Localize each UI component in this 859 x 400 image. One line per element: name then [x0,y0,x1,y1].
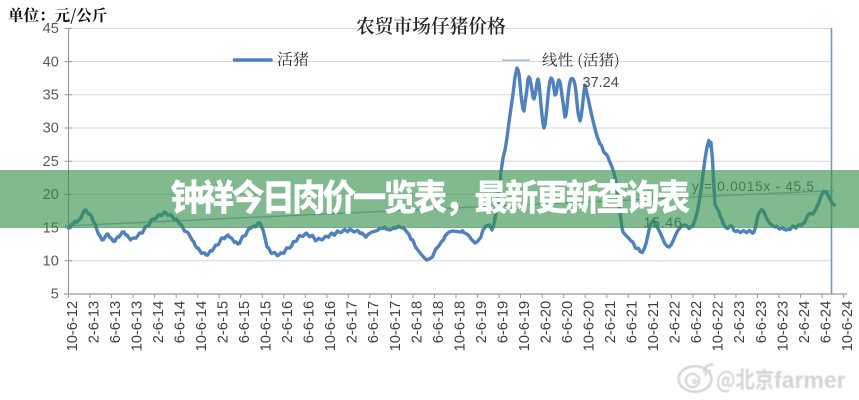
svg-text:2-6-20: 2-6-20 [539,301,555,343]
svg-text:10-6-13: 10-6-13 [129,301,145,352]
svg-text:5: 5 [51,287,59,303]
svg-text:6-6-18: 6-6-18 [431,301,447,343]
svg-text:6-6-14: 6-6-14 [173,301,189,343]
svg-text:2-6-18: 2-6-18 [409,301,425,343]
svg-text:10-6-19: 10-6-19 [517,301,533,352]
svg-text:6-6-24: 6-6-24 [818,301,834,343]
svg-text:37.24: 37.24 [583,75,619,91]
svg-text:10-6-24: 10-6-24 [840,301,856,352]
svg-text:10-6-15: 10-6-15 [259,301,275,352]
svg-text:2-6-21: 2-6-21 [603,301,619,343]
svg-text:6-6-21: 6-6-21 [625,301,641,343]
svg-text:10-6-14: 10-6-14 [194,301,210,352]
svg-text:6-6-13: 6-6-13 [108,301,124,343]
svg-text:2-6-16: 2-6-16 [280,301,296,343]
svg-text:10-6-20: 10-6-20 [582,301,598,352]
svg-text:10-6-16: 10-6-16 [323,301,339,352]
svg-text:35: 35 [43,88,59,104]
svg-text:6-6-19: 6-6-19 [495,301,511,343]
svg-text:2-6-22: 2-6-22 [668,301,684,343]
svg-text:10-6-12: 10-6-12 [65,301,81,352]
svg-text:6-6-17: 6-6-17 [366,301,382,343]
svg-text:2-6-15: 2-6-15 [216,301,232,343]
svg-text:2-6-13: 2-6-13 [86,301,102,343]
svg-text:2-6-17: 2-6-17 [345,301,361,343]
svg-text:45: 45 [43,21,59,37]
svg-text:6-6-22: 6-6-22 [689,301,705,343]
svg-text:40: 40 [43,54,59,70]
svg-text:6-6-20: 6-6-20 [560,301,576,343]
svg-text:2-6-23: 2-6-23 [732,301,748,343]
svg-text:10-6-18: 10-6-18 [452,301,468,352]
svg-text:6-6-23: 6-6-23 [754,301,770,343]
svg-text:6-6-15: 6-6-15 [237,301,253,343]
svg-text:10-6-21: 10-6-21 [646,301,662,352]
svg-text:10-6-22: 10-6-22 [711,301,727,352]
svg-text:2-6-19: 2-6-19 [474,301,490,343]
svg-text:2-6-14: 2-6-14 [151,301,167,343]
svg-text:25: 25 [43,154,59,170]
svg-text:10-6-23: 10-6-23 [775,301,791,352]
svg-text:10-6-17: 10-6-17 [388,301,404,352]
svg-text:6-6-16: 6-6-16 [302,301,318,343]
svg-text:farmer: farmer [774,367,846,393]
svg-text:10: 10 [43,254,59,270]
svg-text:2-6-24: 2-6-24 [797,301,813,343]
svg-text:30: 30 [43,121,59,137]
